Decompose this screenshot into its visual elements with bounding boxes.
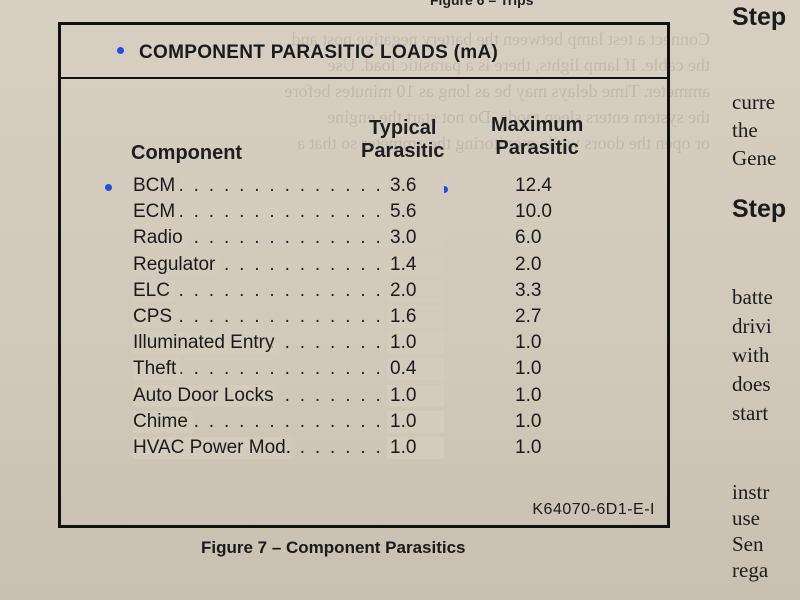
blue-dot-marker — [117, 47, 124, 54]
maximum-value: 1.0 — [515, 384, 542, 406]
table-row: . . . . . . . . . . . . . . . . . . . . … — [61, 358, 673, 384]
dot-leader: . . . . . . . . . . . . . . . . . . . . … — [148, 201, 423, 223]
maximum-value: 10.0 — [515, 201, 552, 223]
table-title: COMPONENT PARASITIC LOADS (mA) — [139, 42, 499, 63]
maximum-value: 12.4 — [515, 175, 552, 196]
component-name: Chime — [133, 410, 194, 433]
blue-dot-marker — [105, 184, 112, 191]
typical-value: 3.0 — [387, 227, 444, 250]
component-name: HVAC Power Mod. — [133, 437, 298, 459]
table-row: . . . . . . . . . . . . . . . . . . . . … — [61, 253, 673, 280]
right-margin-line: the — [732, 118, 758, 142]
blue-dot-marker — [441, 186, 448, 193]
figure-caption: Figure 7 – Component Parasitics — [201, 538, 466, 557]
maximum-value: 1.0 — [515, 358, 542, 380]
component-name: CPS — [133, 306, 179, 328]
right-margin-line: curre — [732, 90, 776, 114]
maximum-value: 1.0 — [515, 410, 542, 432]
title-divider — [61, 77, 667, 79]
component-name: ELC — [133, 279, 176, 302]
column-header-maximum: Maximum Parasitic — [491, 114, 583, 160]
typical-value: 1.0 — [387, 437, 444, 459]
dot-leader: . . . . . . . . . . . . . . . . . . . . … — [148, 358, 423, 380]
maximum-value: 3.3 — [515, 279, 542, 301]
table-row: . . . . . . . . . . . . . . . . . . . . … — [61, 410, 673, 437]
right-margin-line: batte — [732, 285, 773, 309]
component-name: Radio — [133, 227, 189, 250]
right-margin-line: Gene — [732, 146, 777, 170]
maximum-value: 1.0 — [515, 437, 542, 458]
header-typical-line-2: Parasitic — [361, 140, 445, 162]
dot-leader: . . . . . . . . . . . . . . . . . . . . … — [148, 306, 423, 327]
maximum-value: 2.7 — [515, 306, 542, 327]
right-margin-line: drivi — [732, 314, 772, 338]
table-row: . . . . . . . . . . . . . . . . . . . . … — [61, 175, 673, 201]
column-header-typical: Typical Parasitic — [361, 117, 444, 163]
dot-leader: . . . . . . . . . . . . . . . . . . . . … — [148, 175, 423, 196]
component-name: BCM — [133, 175, 182, 197]
figure-frame: COMPONENT PARASITIC LOADS (mA) Component… — [58, 22, 670, 528]
right-margin-line: use — [732, 506, 760, 530]
header-maximum-line-1: Maximum — [491, 114, 584, 136]
component-name: Theft — [133, 358, 183, 381]
maximum-value: 6.0 — [515, 227, 542, 249]
dot-leader: . . . . . . . . . . . . . . . . . . . . … — [148, 410, 423, 432]
step-heading-1: Step — [732, 3, 787, 31]
typical-value: 1.0 — [387, 332, 444, 355]
component-name: Regulator — [133, 253, 222, 276]
header-maximum-line-2: Parasitic — [495, 137, 579, 159]
table-row: . . . . . . . . . . . . . . . . . . . . … — [61, 332, 673, 358]
typical-value: 5.6 — [387, 201, 444, 224]
table-row: . . . . . . . . . . . . . . . . . . . . … — [61, 201, 673, 227]
typical-value: 0.4 — [387, 358, 444, 381]
table-row: . . . . . . . . . . . . . . . . . . . . … — [61, 279, 673, 306]
figure-above-label: Figure 6 – Trips — [430, 0, 534, 8]
typical-value: 1.0 — [387, 384, 444, 407]
component-name: ECM — [133, 201, 182, 224]
typical-value: 1.4 — [387, 253, 444, 276]
table-row: . . . . . . . . . . . . . . . . . . . . … — [61, 227, 673, 253]
right-margin-line: Sen — [732, 532, 764, 556]
table-row: . . . . . . . . . . . . . . . . . . . . … — [61, 437, 673, 463]
right-margin-line: start — [732, 401, 769, 425]
maximum-value: 2.0 — [515, 253, 542, 275]
maximum-value: 1.0 — [515, 332, 542, 354]
typical-value: 1.0 — [387, 410, 444, 433]
right-margin-line: with — [732, 343, 770, 367]
dot-leader: . . . . . . . . . . . . . . . . . . . . … — [148, 279, 423, 301]
typical-value: 2.0 — [387, 279, 444, 302]
right-margin-line: rega — [732, 558, 769, 582]
column-header-component: Component — [131, 142, 243, 164]
right-margin-line: does — [732, 372, 771, 396]
part-number: K64070-6D1-E-I — [532, 501, 655, 518]
typical-value: 3.6 — [387, 175, 444, 197]
component-name: Illuminated Entry — [133, 332, 281, 355]
header-typical-line-1: Typical — [368, 117, 437, 139]
table-row: . . . . . . . . . . . . . . . . . . . . … — [61, 384, 673, 411]
table-row: . . . . . . . . . . . . . . . . . . . . … — [61, 306, 673, 332]
dot-leader: . . . . . . . . . . . . . . . . . . . . … — [148, 227, 423, 249]
right-margin-line: instr — [732, 480, 770, 504]
component-name: Auto Door Locks — [133, 384, 280, 407]
typical-value: 1.6 — [387, 306, 444, 328]
step-heading-2: Step — [732, 195, 787, 223]
